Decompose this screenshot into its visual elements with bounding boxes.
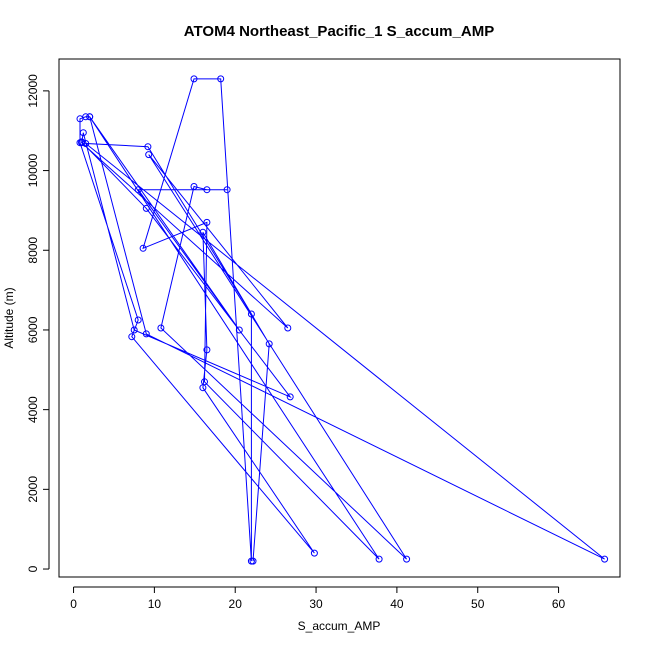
data-point [157,324,165,332]
chart-title: ATOM4 Northeast_Pacific_1 S_accum_AMP [184,23,494,40]
x-tick-label: 30 [309,597,323,611]
x-tick-label: 0 [70,597,77,611]
y-tick-label: 4000 [26,396,40,423]
data-point [128,333,136,341]
data-point [139,244,147,252]
data-point [142,204,150,212]
data-point [86,113,94,121]
data-point [142,330,150,338]
x-axis: 0 10 20 30 40 50 60 [70,586,566,611]
data-point [247,557,255,565]
data-point [286,393,294,401]
data-point [203,346,211,354]
x-tick-label: 50 [471,597,485,611]
x-axis-label: S_accum_AMP [298,619,381,633]
y-tick-label: 0 [26,565,40,572]
x-tick-label: 40 [390,597,404,611]
data-point [601,555,609,563]
data-point [134,186,142,194]
plot-frame [58,58,621,578]
series-line [79,78,605,562]
data-point [235,326,243,334]
data-point [190,75,198,83]
data-point [199,228,207,236]
y-tick-label: 8000 [26,237,40,264]
data-point [82,140,90,147]
data-point [265,340,273,348]
y-axis-label: Altitude (m) [2,287,16,348]
series-group [76,75,609,565]
data-point [144,143,152,151]
data-point [247,310,255,318]
data-point [130,326,138,334]
y-tick-label: 2000 [26,476,40,503]
data-point [201,378,208,386]
y-tick-label: 10000 [26,154,40,188]
data-point [82,113,90,121]
x-tick-label: 20 [229,597,243,611]
y-tick-label: 6000 [26,316,40,343]
data-point [375,555,383,563]
data-point [79,129,87,137]
x-tick-label: 10 [148,597,162,611]
data-point [78,138,86,146]
y-axis: 0 2000 4000 6000 8000 10000 12000 [26,74,50,572]
data-point [217,75,225,83]
data-point [203,186,211,194]
data-point [223,186,231,194]
data-point [284,324,292,332]
data-point [134,316,142,324]
x-tick-label: 60 [552,597,566,611]
data-point [403,555,411,563]
data-point [145,151,153,159]
data-point [203,218,211,226]
y-tick-label: 12000 [26,74,40,108]
data-point [190,183,198,190]
data-point [310,549,318,557]
